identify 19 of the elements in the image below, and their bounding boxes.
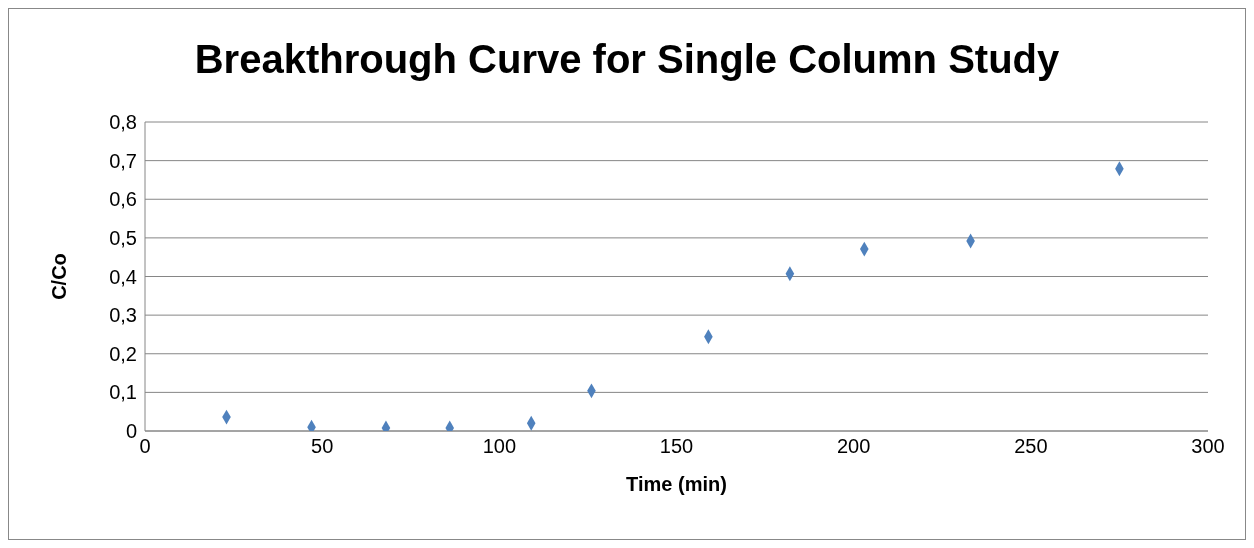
x-tick-label: 0 (139, 435, 151, 458)
x-tick-label: 100 (482, 435, 517, 458)
x-tick-label: 150 (659, 435, 694, 458)
y-tick-label: 0,4 (109, 265, 137, 288)
x-tick-label: 300 (1191, 435, 1225, 458)
x-tick-label: 50 (311, 435, 334, 458)
y-tick-label: 0 (125, 420, 137, 443)
x-tick-label: 250 (1014, 435, 1048, 458)
x-tick-label: 200 (836, 435, 871, 458)
y-tick-label: 0,6 (109, 188, 137, 211)
y-tick-label: 0,5 (109, 226, 137, 249)
x-axis-title: Time (min) (626, 473, 727, 495)
y-tick-label: 0,8 (109, 111, 137, 134)
chart-title: Breakthrough Curve for Single Column Study (193, 35, 1061, 83)
y-axis-title: C/Co (48, 253, 71, 300)
y-tick-label: 0,7 (109, 149, 137, 172)
y-tick-label: 0,3 (109, 304, 137, 327)
y-tick-label: 0,2 (109, 342, 137, 365)
y-tick-label: 0,1 (109, 381, 137, 404)
